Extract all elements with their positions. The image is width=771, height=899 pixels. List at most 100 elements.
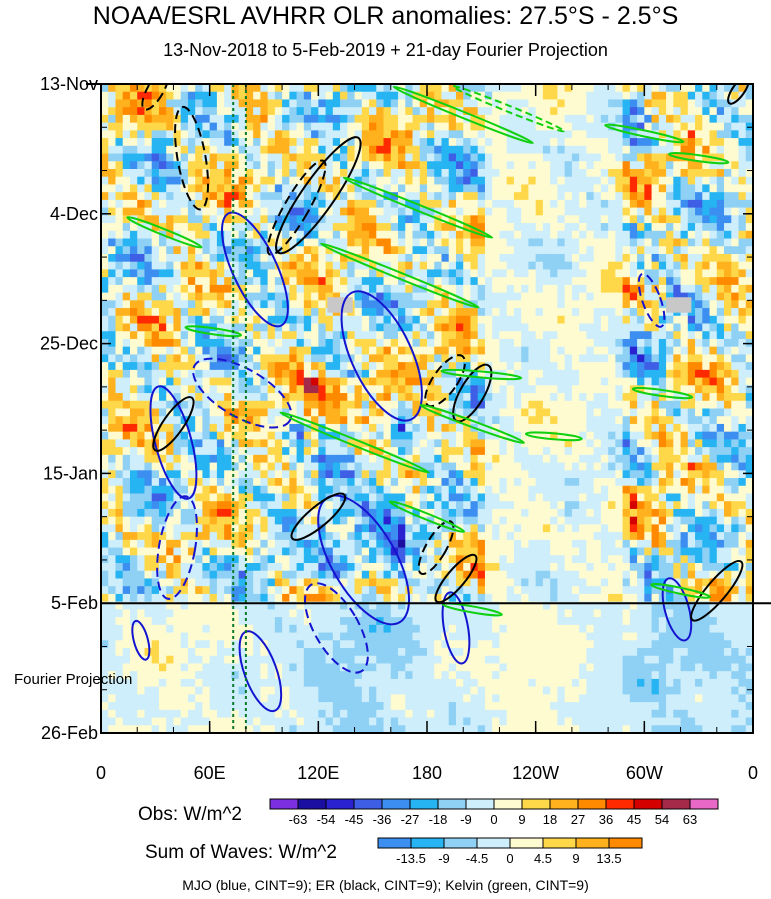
olr-cell — [731, 122, 740, 131]
olr-cell — [224, 199, 232, 209]
olr-cell — [195, 323, 204, 332]
olr-cell — [369, 485, 377, 495]
olr-cell — [615, 431, 624, 441]
olr-cell — [455, 253, 464, 263]
olr-cell — [738, 161, 747, 170]
olr-cell — [600, 454, 609, 464]
olr-cell — [593, 153, 602, 162]
olr-cell — [463, 501, 472, 510]
olr-cell — [419, 145, 428, 155]
olr-cell — [477, 122, 486, 131]
olr-cell — [347, 454, 356, 464]
olr-cell — [122, 238, 131, 247]
olr-cell — [731, 369, 740, 379]
olr-cell — [586, 168, 595, 178]
olr-cell — [405, 84, 414, 93]
olr-cell — [383, 215, 392, 224]
olr-cell — [738, 223, 747, 232]
olr-cell — [564, 176, 573, 186]
olr-cell — [376, 362, 385, 371]
olr-cell — [579, 138, 587, 147]
olr-cell — [463, 261, 472, 271]
olr-cell — [151, 400, 160, 410]
olr-cell — [608, 246, 616, 255]
olr-cell — [499, 338, 508, 348]
olr-cell — [550, 192, 558, 201]
olr-cell — [369, 331, 377, 340]
olr-cell — [376, 346, 385, 356]
olr-cell — [101, 130, 109, 139]
olr-cell — [245, 107, 254, 116]
olr-cell — [245, 439, 254, 448]
olr-cell — [477, 107, 486, 116]
olr-cell — [463, 192, 472, 201]
olr-cell — [463, 331, 472, 340]
olr-cell — [101, 493, 109, 502]
olr-cell — [702, 323, 711, 332]
olr-cell — [144, 99, 153, 108]
olr-cell — [202, 447, 211, 456]
olr-cell — [448, 362, 457, 371]
olr-cell — [673, 354, 682, 363]
olr-cell — [658, 377, 667, 386]
olr-cell — [216, 416, 225, 425]
olr-cell — [361, 416, 370, 425]
olr-cell — [434, 338, 443, 348]
olr-cell — [477, 431, 486, 441]
olr-cell — [158, 199, 167, 209]
olr-cell — [383, 277, 392, 286]
olr-cell — [253, 315, 261, 325]
olr-cell — [448, 423, 457, 433]
olr-cell — [173, 292, 182, 301]
olr-cell — [571, 130, 580, 139]
olr-cell — [745, 308, 753, 317]
olr-cell — [405, 454, 414, 464]
olr-cell — [238, 261, 247, 271]
olr-cell — [209, 354, 218, 363]
olr-cell — [180, 362, 189, 371]
olr-cell — [245, 478, 254, 487]
olr-cell — [398, 138, 406, 147]
olr-cell — [427, 362, 435, 371]
olr-cell — [484, 369, 493, 379]
olr-cell — [405, 354, 414, 363]
olr-cell — [390, 493, 399, 502]
olr-cell — [477, 377, 486, 386]
olr-cell — [224, 393, 232, 402]
olr-cell — [187, 215, 196, 224]
olr-cell — [557, 431, 566, 441]
olr-cell — [687, 501, 696, 510]
olr-cell — [296, 508, 305, 518]
olr-cell — [260, 501, 269, 510]
olr-cell — [129, 91, 138, 101]
olr-cell — [716, 369, 725, 379]
olr-cell — [245, 346, 254, 356]
olr-cell — [209, 485, 218, 495]
olr-cell — [187, 485, 196, 495]
olr-cell — [274, 277, 283, 286]
olr-cell — [484, 308, 493, 317]
olr-cell — [209, 215, 218, 224]
olr-cell — [542, 277, 551, 286]
olr-cell — [289, 292, 298, 301]
olr-cell — [731, 261, 740, 271]
olr-cell — [253, 400, 261, 410]
olr-cell — [687, 145, 696, 155]
olr-cell — [615, 91, 624, 101]
olr-cell — [637, 323, 645, 332]
olr-cell — [180, 253, 189, 263]
olr-cell — [332, 385, 341, 394]
olr-cell — [542, 300, 551, 309]
olr-cell — [615, 223, 624, 232]
olr-cell — [441, 501, 450, 510]
olr-cell — [492, 192, 501, 201]
olr-cell — [383, 323, 392, 332]
olr-cell — [687, 238, 696, 247]
olr-cell — [455, 369, 464, 379]
olr-cell — [383, 253, 392, 263]
olr-cell — [535, 215, 544, 224]
olr-cell — [282, 192, 290, 201]
olr-cell — [463, 130, 472, 139]
olr-cell — [274, 493, 283, 502]
olr-cell — [600, 215, 609, 224]
